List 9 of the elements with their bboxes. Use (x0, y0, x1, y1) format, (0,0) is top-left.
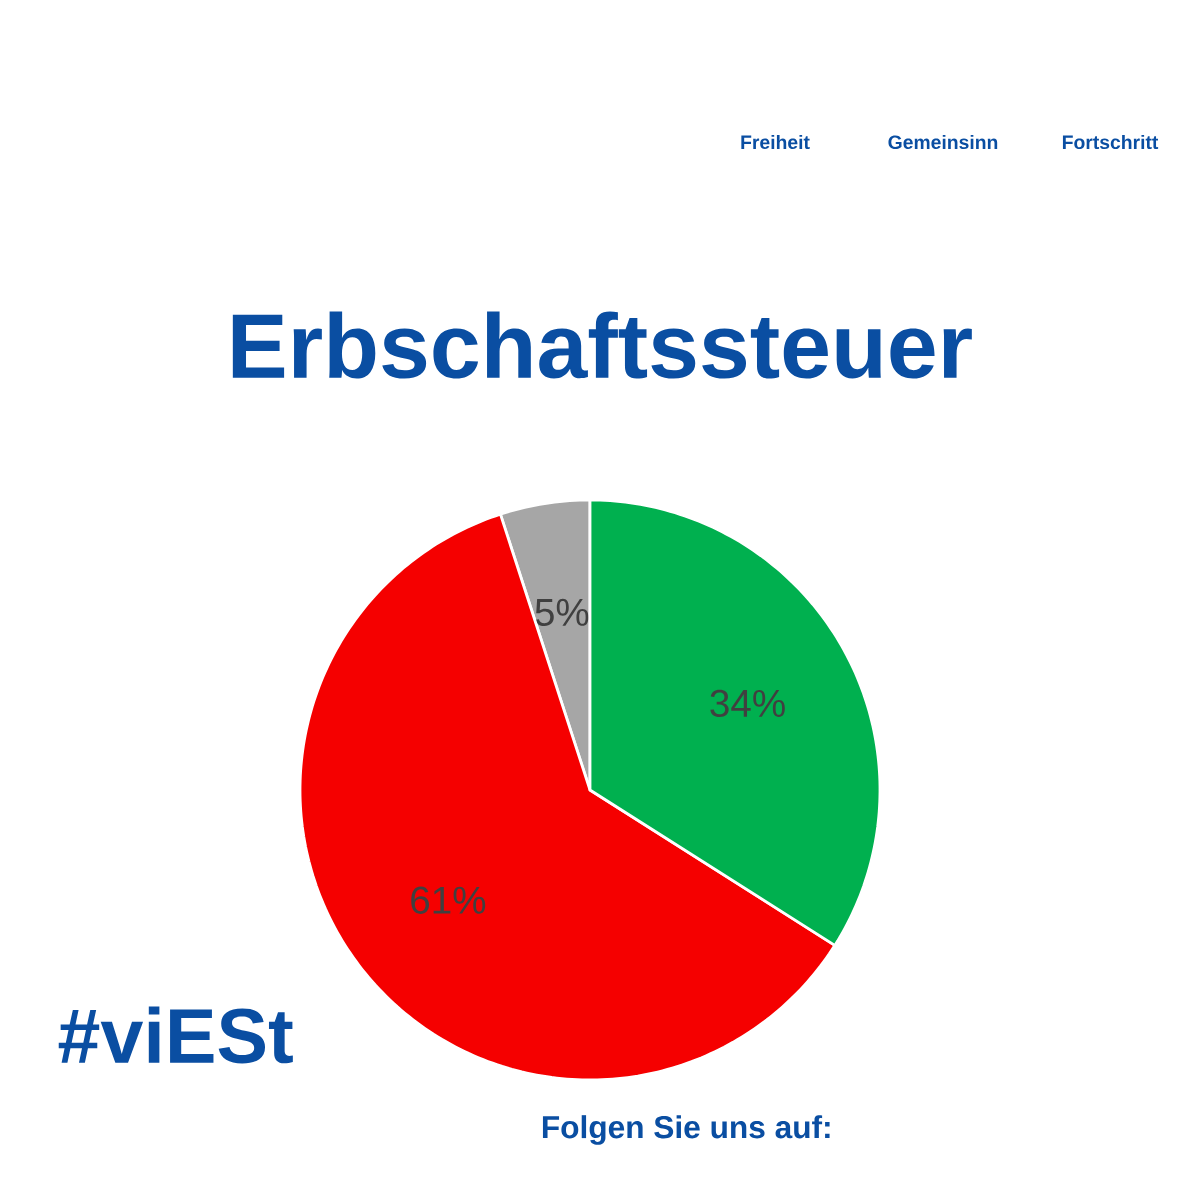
data-label: 34% (710, 689, 785, 718)
chart-title: Erbschaftssteuer (232, 311, 972, 379)
text: Gemeinsinn (888, 134, 998, 150)
data-label: 5% (535, 598, 589, 627)
text: Folgen Sie uns auf: (542, 1115, 830, 1145)
data-label: 61% (411, 886, 486, 914)
text: Freiheit (741, 134, 810, 150)
text: Fortschritt (1062, 134, 1159, 150)
text: #viESt (58, 1006, 293, 1064)
